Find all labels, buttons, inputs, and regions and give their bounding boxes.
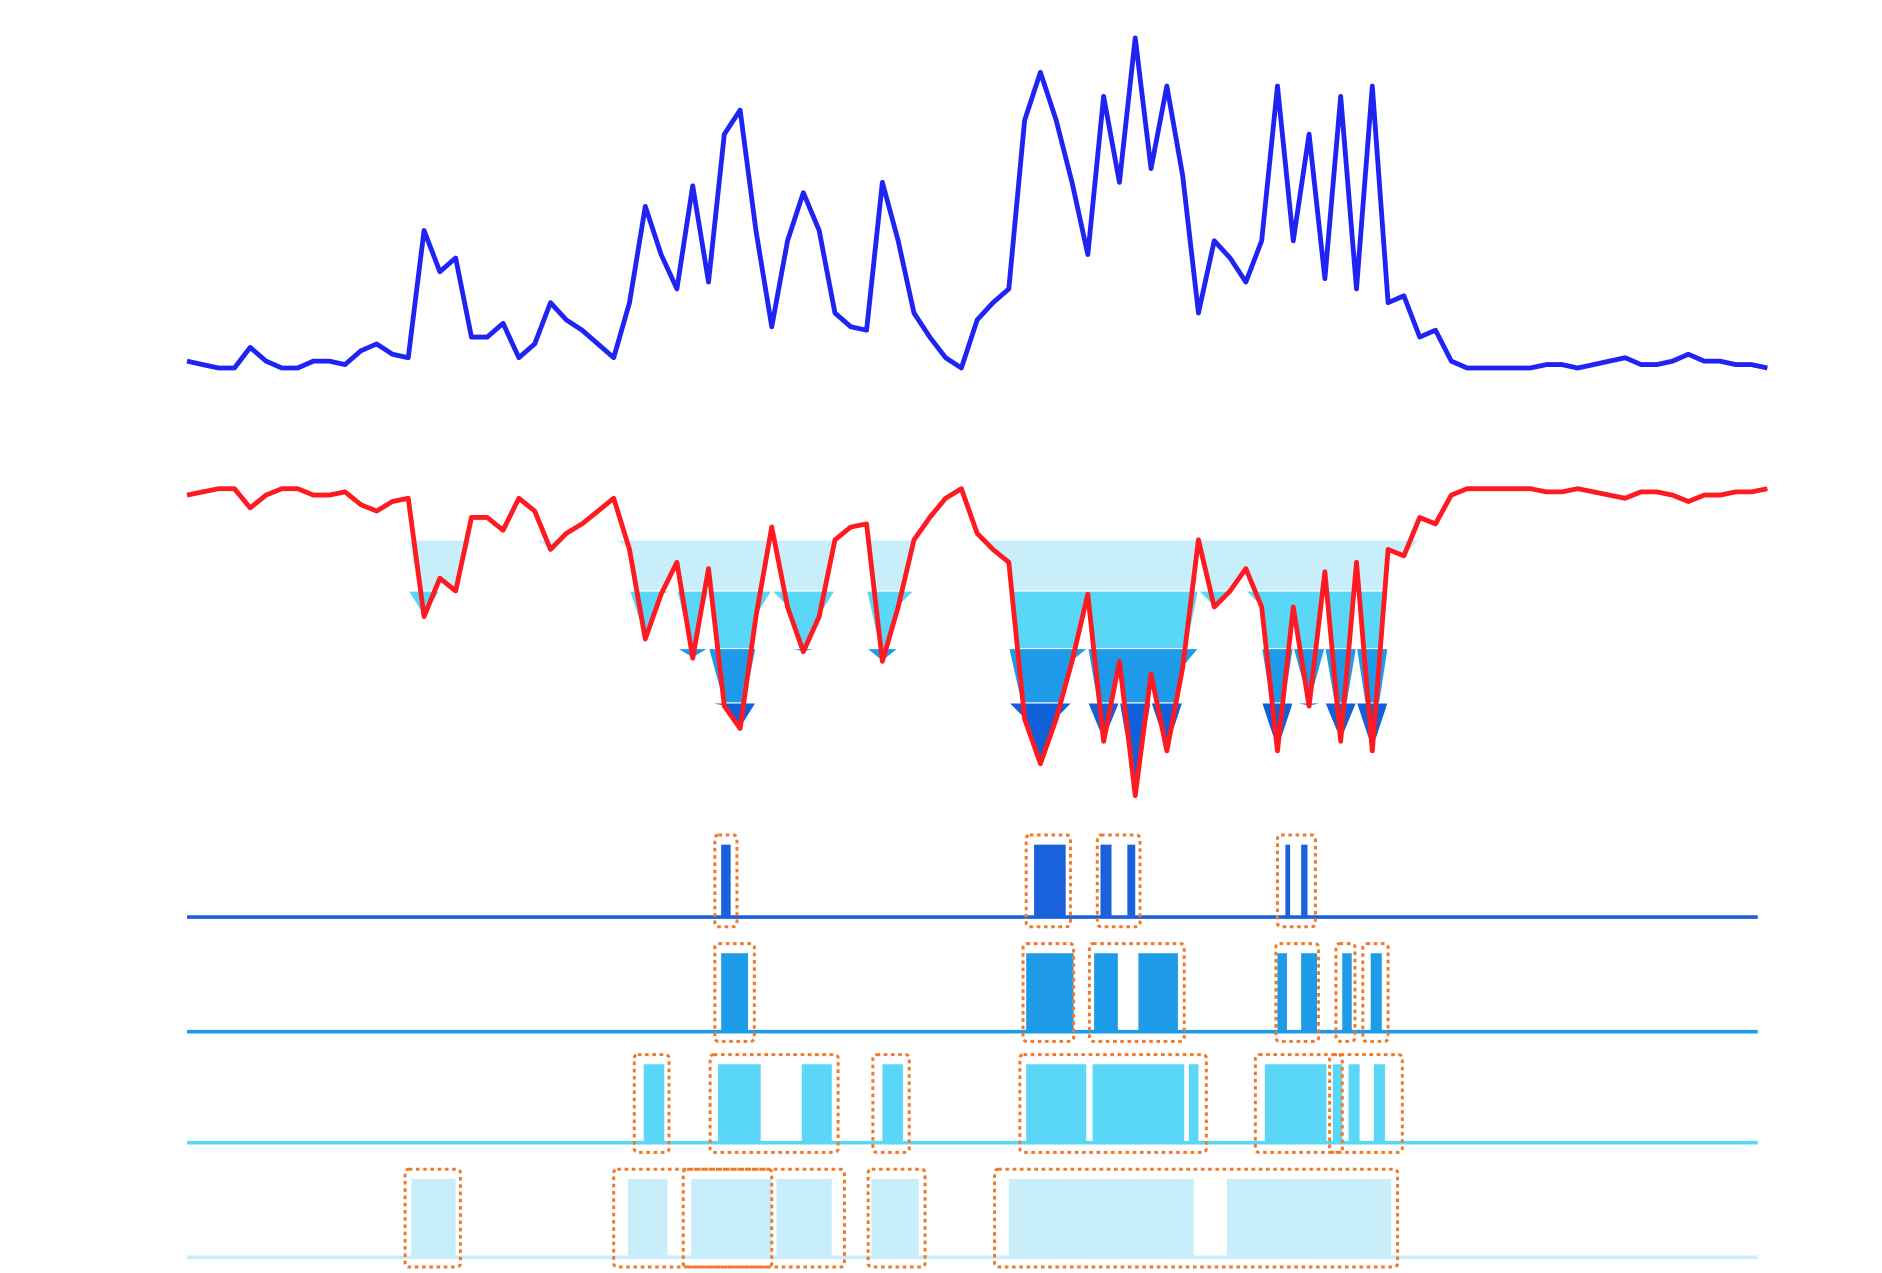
event-box (612, 1167, 774, 1269)
event-box (1328, 1053, 1404, 1154)
event-bar (1332, 1064, 1343, 1143)
series-line (186, 486, 1768, 799)
event-bar (1188, 1064, 1199, 1143)
event-bar (691, 1178, 772, 1258)
event-box (708, 1053, 840, 1154)
event-bar (1301, 844, 1308, 918)
event-box (993, 1167, 1400, 1269)
event-bar (1127, 844, 1136, 918)
event-box (1274, 942, 1321, 1043)
threshold-band (186, 539, 1768, 796)
event-box (713, 833, 739, 929)
event-bar (1094, 953, 1118, 1032)
event-bar (1370, 953, 1382, 1032)
event-box (866, 1167, 927, 1269)
event-bar (1026, 953, 1074, 1032)
threshold-band (186, 647, 1768, 796)
event-box (713, 942, 756, 1043)
event-bar (1348, 1064, 1360, 1143)
event-box (1361, 942, 1390, 1043)
event-box (1253, 1053, 1344, 1154)
event-bar (801, 1064, 832, 1143)
event-bar (643, 1064, 665, 1143)
event-bar (1226, 1178, 1392, 1258)
event-bar (718, 1064, 761, 1143)
event-bar (1034, 844, 1066, 918)
event-bar (411, 1178, 456, 1258)
event-box (1334, 942, 1357, 1043)
threshold-band (186, 589, 1768, 796)
event-bar (882, 1064, 903, 1143)
event-bar (1301, 953, 1317, 1032)
series-line (186, 35, 1768, 371)
event-box (1087, 942, 1186, 1043)
event-bar (1373, 1064, 1385, 1143)
event-bar (627, 1178, 668, 1258)
event-box (1021, 942, 1076, 1043)
event-bar (1008, 1178, 1194, 1258)
event-bar (871, 1178, 919, 1258)
event-box (1275, 833, 1317, 929)
event-bar (1277, 953, 1287, 1032)
event-box (403, 1167, 462, 1269)
event-bar (1285, 844, 1291, 918)
event-box (681, 1167, 846, 1269)
event-bar (1342, 953, 1352, 1032)
event-bar (721, 953, 749, 1032)
event-bar (776, 1178, 832, 1258)
event-box (1018, 1053, 1208, 1154)
event-box (871, 1053, 911, 1154)
event-bar (1264, 1064, 1327, 1143)
event-bar (1092, 1064, 1185, 1143)
event-bar (721, 844, 731, 918)
threshold-band (186, 700, 1768, 796)
event-box (1024, 833, 1072, 929)
event-bar (1026, 1064, 1087, 1143)
event-bar (1100, 844, 1112, 918)
event-bar (1138, 953, 1178, 1032)
event-box (1095, 833, 1142, 929)
